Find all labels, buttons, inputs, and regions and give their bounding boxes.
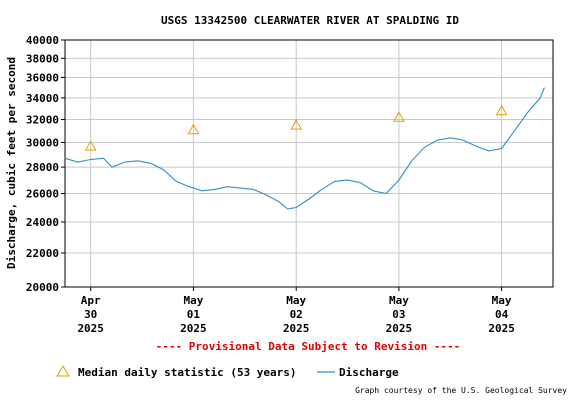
x-tick-label: 2025 [386,322,413,335]
y-tick-label: 20000 [26,281,59,294]
legend-median-triangle-icon [56,365,70,377]
x-tick-label: 01 [187,308,201,321]
x-tick-label: 2025 [180,322,207,335]
y-tick-label: 40000 [26,34,59,47]
y-tick-label: 36000 [26,72,59,85]
provisional-notice: ---- Provisional Data Subject to Revisio… [156,340,461,353]
x-tick-label: 04 [495,308,509,321]
x-axis-ticks: Apr302025May012025May022025May032025May0… [77,287,515,335]
y-tick-label: 26000 [26,188,59,201]
y-tick-label: 32000 [26,114,59,127]
y-axis-label: Discharge, cubic feet per second [5,57,18,269]
y-tick-label: 22000 [26,247,59,260]
y-tick-label: 24000 [26,216,59,229]
x-tick-label: 02 [290,308,303,321]
x-tick-label: May [183,294,203,307]
plot-frame [64,39,554,288]
median-point-triangle-icon [187,123,200,135]
y-tick-label: 34000 [26,92,59,105]
x-tick-label: May [492,294,512,307]
x-tick-label: May [389,294,409,307]
y-tick-label: 38000 [26,52,59,65]
y-tick-label: 30000 [26,137,59,150]
grid-lines [65,39,553,288]
x-tick-label: Apr [81,294,101,307]
legend: Median daily statistic (53 years) Discha… [56,365,399,379]
chart-title: USGS 13342500 CLEARWATER RIVER AT SPALDI… [161,14,459,27]
median-markers [84,104,508,151]
x-tick-label: 03 [392,308,405,321]
x-tick-label: 30 [84,308,97,321]
median-point-triangle-icon [290,119,303,130]
discharge-series-line [64,87,545,210]
y-axis-ticks: 20000 22000 24000 26000 28000 30000 32000 34000… [26,34,65,294]
legend-discharge-label: Discharge [339,366,399,379]
median-point-triangle-icon [495,104,508,116]
x-tick-label: May [286,294,306,307]
legend-median-label: Median daily statistic (53 years) [78,366,297,379]
credit-text: Graph courtesy of the U.S. Geological Su… [355,386,567,395]
x-tick-label: 2025 [77,322,104,335]
x-tick-label: 2025 [283,322,310,335]
median-point-triangle-icon [84,140,97,151]
y-tick-label: 28000 [26,161,59,174]
median-point-triangle-icon [393,111,405,122]
x-tick-label: 2025 [488,322,515,335]
